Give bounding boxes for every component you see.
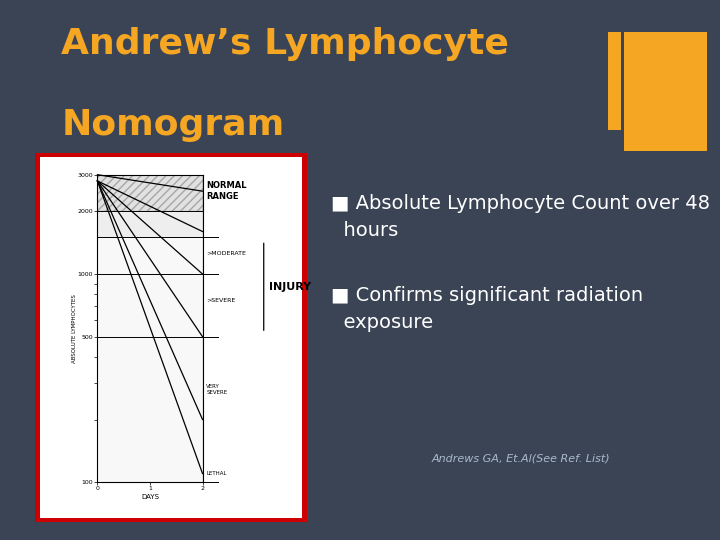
- Text: LETHAL: LETHAL: [206, 471, 227, 476]
- X-axis label: DAYS: DAYS: [141, 494, 159, 500]
- Bar: [608, 32, 621, 130]
- Text: Andrews GA, Et.Al(See Ref. List): Andrews GA, Et.Al(See Ref. List): [432, 454, 611, 464]
- Text: INJURY: INJURY: [269, 282, 312, 292]
- Bar: [624, 32, 707, 151]
- Bar: [40, 157, 302, 518]
- Text: NORMAL
RANGE: NORMAL RANGE: [206, 181, 247, 201]
- Text: ■ Absolute Lymphocyte Count over 48
  hours: ■ Absolute Lymphocyte Count over 48 hour…: [331, 194, 710, 240]
- Y-axis label: ABSOLUTE LYMPHOCYTES: ABSOLUTE LYMPHOCYTES: [72, 294, 77, 363]
- Text: ■ Confirms significant radiation
  exposure: ■ Confirms significant radiation exposur…: [331, 286, 644, 332]
- Text: VERY
SEVERE: VERY SEVERE: [206, 384, 228, 395]
- Bar: [35, 153, 307, 522]
- Text: Nomogram: Nomogram: [61, 108, 284, 142]
- Text: Andrew’s Lymphocyte: Andrew’s Lymphocyte: [61, 27, 509, 61]
- Text: >MODERATE: >MODERATE: [206, 251, 246, 256]
- Text: >SEVERE: >SEVERE: [206, 298, 235, 302]
